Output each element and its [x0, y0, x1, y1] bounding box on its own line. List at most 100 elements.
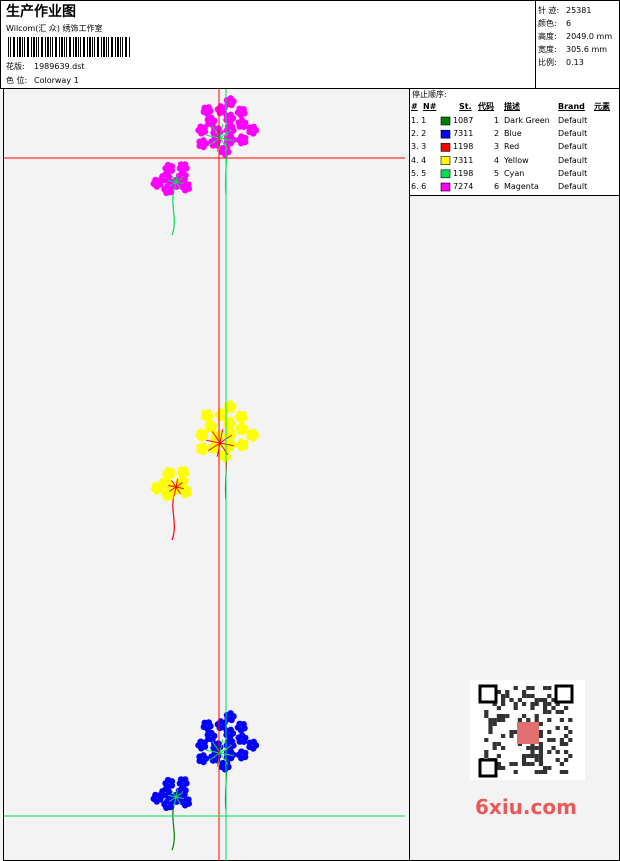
barcode-bar [31, 37, 32, 57]
qr-cell [547, 766, 552, 770]
petal [250, 738, 258, 746]
row-description: Cyan [504, 168, 525, 178]
petal [153, 183, 160, 190]
petal [177, 466, 185, 473]
qr-cell [534, 698, 539, 702]
qr-cell [543, 710, 548, 714]
row-description: Magenta [504, 182, 539, 191]
petal [236, 720, 243, 727]
qr-finder [478, 684, 498, 704]
petal [177, 161, 185, 168]
qr-cell [501, 694, 506, 698]
petal [242, 439, 249, 447]
barcode-bar [33, 37, 35, 57]
qr-cell [492, 722, 497, 726]
design-file: 1989639.dst [34, 62, 85, 71]
row-description: Yellow [504, 155, 529, 165]
stat-value: 6 [566, 19, 572, 28]
barcode-bar [117, 37, 119, 57]
petal [238, 732, 246, 739]
stamen [175, 789, 179, 798]
stamen [169, 486, 177, 492]
qr-cell [555, 726, 560, 730]
qr-cell [547, 738, 552, 742]
qr-cell [538, 698, 543, 702]
qr-finder [478, 758, 498, 778]
qr-cell [543, 686, 548, 690]
row-code: 6 [494, 182, 500, 191]
stem [171, 804, 175, 851]
stamen [173, 181, 177, 190]
petal [185, 796, 192, 803]
qr-cell [501, 766, 506, 770]
watermark: 6xiu.com [475, 795, 577, 819]
petal [230, 136, 237, 143]
row-stitches: 1087 [453, 116, 474, 125]
petal [198, 435, 205, 442]
barcode-bar [111, 37, 113, 57]
column-header: 代码 [478, 102, 494, 111]
petal [167, 188, 174, 196]
color-swatch [440, 169, 451, 179]
stamen [175, 482, 183, 488]
qr-cell [555, 702, 560, 706]
petal [198, 130, 205, 137]
qr-cell [492, 718, 497, 722]
qr-cell [559, 762, 564, 766]
qr-finder [554, 684, 574, 704]
petal [230, 441, 237, 448]
barcode-bar [125, 37, 127, 57]
qr-cell [526, 686, 531, 690]
qr-cell [513, 762, 518, 766]
qr-cell [551, 698, 556, 702]
qr-cell [509, 730, 514, 734]
qr-logo [517, 722, 539, 744]
qr-cell [526, 718, 531, 722]
qr-cell [534, 770, 539, 774]
qr-cell [484, 710, 489, 714]
barcode-bar [10, 37, 11, 57]
stamen [219, 739, 224, 754]
barcode-bar [108, 37, 109, 57]
qr-cell [551, 706, 556, 710]
qr-cell [568, 730, 573, 734]
qr-cell [492, 702, 497, 706]
petal [162, 780, 169, 787]
row-brand: Default [558, 182, 588, 191]
stem [171, 189, 175, 236]
qr-cell [530, 762, 535, 766]
barcode-bar [101, 37, 102, 57]
qr-cell [522, 702, 527, 706]
qr-cell [564, 750, 569, 754]
row-brand: Default [558, 129, 588, 139]
barcode-bar [75, 37, 77, 57]
qr-cell [513, 730, 518, 734]
qr-cell [501, 718, 506, 722]
petal [242, 134, 249, 142]
row-index: 4. 4 [411, 155, 427, 165]
stat-label: 比例: [538, 58, 557, 67]
qr-cell [505, 690, 510, 694]
qr-cell [501, 746, 506, 750]
barcode-bar [106, 37, 107, 57]
barcode-bar [129, 37, 130, 57]
stamen [169, 796, 177, 802]
qr-cell [496, 714, 501, 718]
row-stitches: 7311 [453, 155, 474, 165]
qr-cell [501, 702, 506, 706]
color-swatch [440, 156, 451, 165]
petal [228, 123, 236, 130]
qr-cell [496, 706, 501, 710]
qr-cell [530, 686, 535, 690]
barcode-bar [27, 37, 29, 57]
row-code: 3 [494, 142, 500, 152]
barcode-bar [69, 37, 71, 57]
petal [198, 745, 205, 752]
qr-cell [555, 758, 560, 762]
qr-cell [559, 770, 564, 774]
barcode-bar [13, 37, 15, 57]
barcode-bar [19, 37, 21, 57]
row-index: 1. 1 [411, 116, 427, 125]
qr-cell [547, 750, 552, 754]
stat-value: 0.13 [566, 58, 584, 67]
